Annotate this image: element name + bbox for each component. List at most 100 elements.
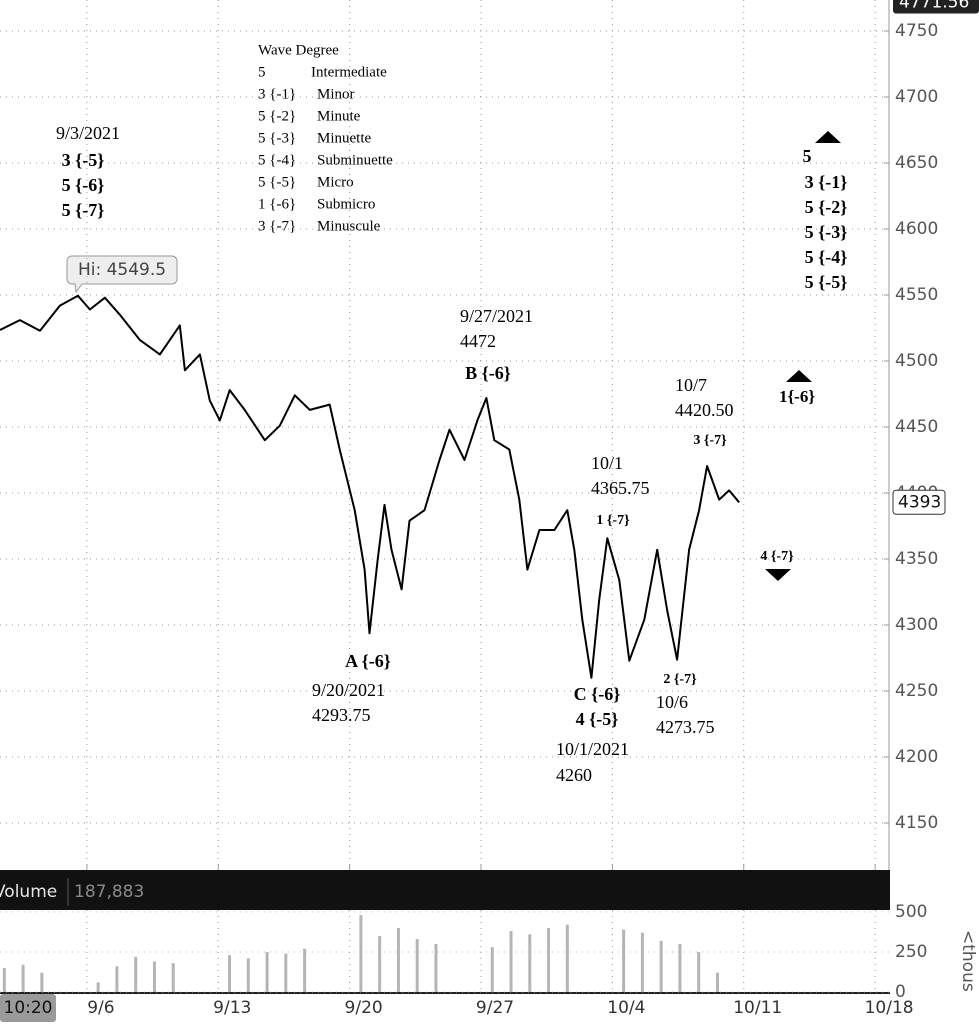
legend-degree: Submicro [317,196,375,212]
volume-bar [303,948,307,992]
annotation: 10/6 [656,692,688,712]
annotation: 4293.75 [312,705,371,725]
legend-count: 5 {-4} [258,152,296,168]
volume-bar [115,966,119,992]
annotation: C {-6} [574,684,621,704]
legend-count: 1 {-6} [258,196,296,212]
annotation: 5 {-4} [805,247,848,267]
y-tick-label: 4250 [895,681,938,701]
legend-count: 5 [258,64,266,80]
x-tick-label: 10/18 [865,998,914,1018]
legend-degree: Minuette [317,130,371,146]
annotation: 4 {-7} [760,549,794,564]
y-tick-label: 4700 [895,87,938,107]
legend-count: 5 {-2} [258,108,296,124]
volume-bar [359,915,363,992]
volume-bar [152,961,156,992]
time-label: 10:20 [4,998,53,1018]
time-box [0,994,56,1022]
x-tick-label: 9/20 [345,998,383,1018]
annotation: 5 [803,146,812,166]
volume-bar [284,953,288,992]
volume-bar [509,931,513,992]
annotation: 3 {-7} [693,433,727,448]
annotation: 10/1/2021 [556,739,629,759]
price-line [0,294,740,679]
hi-bubble [66,255,178,294]
volume-bar [96,982,100,992]
legend-degree: Micro [317,174,354,190]
volume-bar [490,947,494,992]
volume-bar [565,924,569,992]
annotation: 4472 [460,331,496,351]
volume-bar [528,934,532,992]
x-tick-label: 9/27 [476,998,514,1018]
top-price-label: 4771.56 [899,0,969,13]
annotation: 3 {-1} [805,172,848,192]
volume-bar [640,932,644,992]
volume-bar [622,929,626,992]
y-tick-label: 4750 [895,21,938,41]
x-tick-label: 10/4 [607,998,645,1018]
top-price-box [893,0,979,14]
last-price-box [892,489,946,515]
volume-bar [246,958,250,992]
annotation: 1{-6} [779,387,815,406]
volume-title: Volume [0,882,57,902]
last-price-label: 4393 [898,492,941,512]
volume-header [0,870,890,910]
volume-bar [40,972,44,992]
annotation: 4273.75 [656,717,715,737]
hi-label: Hi: 4549.5 [78,260,166,280]
legend-title: Wave Degree [258,42,339,58]
annotation: 3 {-5} [62,150,105,170]
volume-bar [2,967,6,992]
volume-unit: <thous [958,930,978,992]
x-tick-label: 9/6 [87,998,114,1018]
annotation: 10/1 [591,453,623,473]
annotation: 9/3/2021 [56,123,120,143]
volume-bar [228,955,232,992]
annotation: 4 {-5} [576,709,619,729]
legend-degree: Intermediate [311,64,387,80]
volume-bar [547,927,551,992]
legend-count: 3 {-1} [258,86,296,102]
legend-degree: Minute [317,108,361,124]
annotation: A {-6} [345,651,391,671]
legend-count: 5 {-3} [258,130,296,146]
y-tick-label: 4300 [895,615,938,635]
annotation: B {-6} [465,363,511,383]
volume-tick-label: 0 [895,982,906,1002]
volume-bar [21,964,25,992]
volume-tick-label: 250 [895,942,927,962]
volume-bar [265,951,269,992]
volume-bar [715,972,719,992]
x-tick-label: 10/11 [733,998,782,1018]
annotation: 5 {-3} [805,222,848,242]
volume-bar [678,943,682,992]
y-tick-label: 4450 [895,417,938,437]
volume-bar [415,939,419,992]
volume-value: 187,883 [74,882,144,902]
annotation: 9/27/2021 [460,306,533,326]
wave-degree-legend: Wave Degree 5 Intermediate 3 {-1} Minor 5 {-… [258,42,393,234]
annotation: 1 {-7} [596,513,630,528]
y-tick-label: 4200 [895,747,938,767]
legend-count: 5 {-5} [258,174,296,190]
volume-bar [396,927,400,992]
y-tick-label: 4550 [895,285,938,305]
y-tick-label: 4350 [895,549,938,569]
volume-bar [434,943,438,992]
annotation: 4260 [556,765,592,785]
y-tick-label: 4600 [895,219,938,239]
volume-bar [659,940,663,992]
legend-count: 3 {-7} [258,218,296,234]
annotation: 4365.75 [591,478,650,498]
wave-arrow-up [815,131,841,143]
legend-degree: Minuscule [317,218,381,234]
wave-arrow-down [765,569,791,581]
wave-arrow-up [786,370,812,382]
volume-bar [171,963,175,992]
